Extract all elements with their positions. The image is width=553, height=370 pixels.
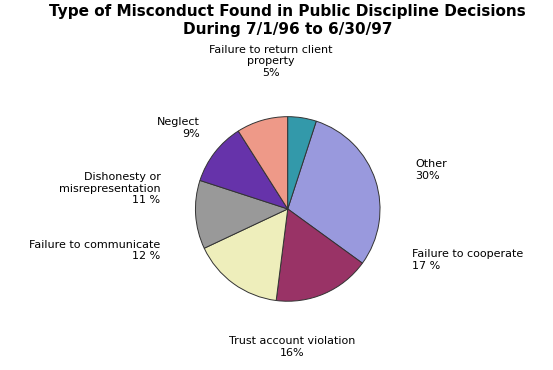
Wedge shape (195, 181, 288, 248)
Text: Failure to cooperate
17 %: Failure to cooperate 17 % (413, 249, 524, 270)
Wedge shape (200, 131, 288, 209)
Text: Trust account violation
16%: Trust account violation 16% (229, 336, 356, 358)
Text: Dishonesty or
misrepresentation
11 %: Dishonesty or misrepresentation 11 % (59, 172, 160, 205)
Wedge shape (288, 121, 380, 263)
Title: Type of Misconduct Found in Public Discipline Decisions
During 7/1/96 to 6/30/97: Type of Misconduct Found in Public Disci… (49, 4, 526, 37)
Wedge shape (204, 209, 288, 300)
Text: Neglect
9%: Neglect 9% (157, 117, 200, 138)
Text: Other
30%: Other 30% (415, 159, 447, 181)
Wedge shape (276, 209, 362, 301)
Text: Failure to return client
property
5%: Failure to return client property 5% (210, 45, 333, 78)
Wedge shape (238, 117, 288, 209)
Text: Failure to communicate
12 %: Failure to communicate 12 % (29, 240, 160, 261)
Wedge shape (288, 117, 316, 209)
